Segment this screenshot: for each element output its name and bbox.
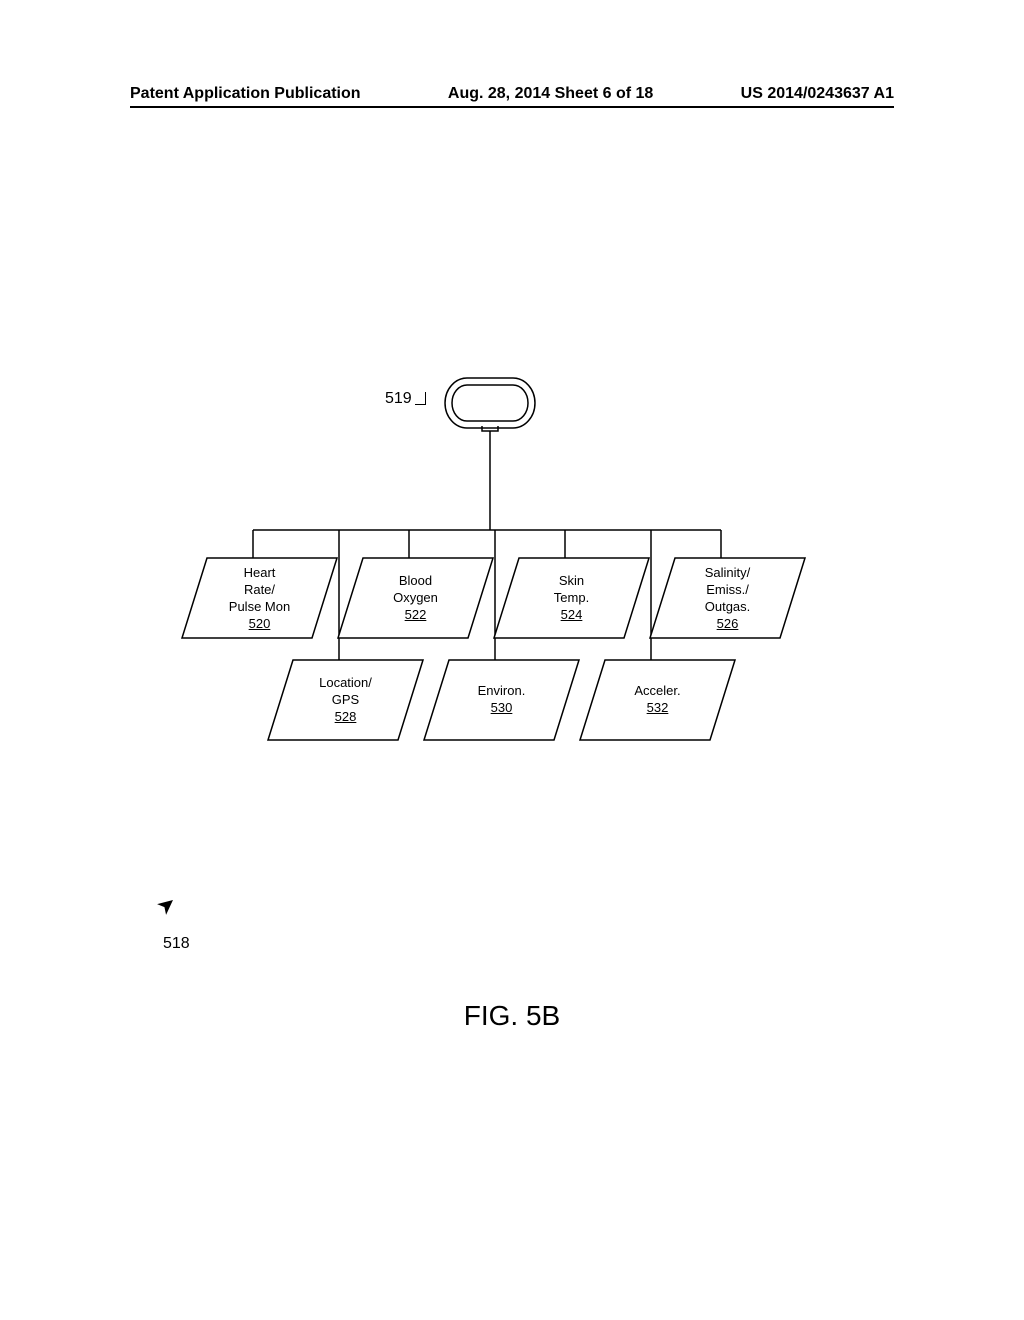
node-ref: 526 xyxy=(663,616,793,633)
node-text-line: Heart xyxy=(195,565,325,582)
sensor-node: SkinTemp.524 xyxy=(507,565,637,624)
sensor-node: Acceler.532 xyxy=(593,667,723,717)
figure-caption: FIG. 5B xyxy=(0,1000,1024,1032)
device-ref-label: 519 xyxy=(385,390,412,408)
node-ref: 530 xyxy=(437,700,567,717)
node-text-line: Outgas. xyxy=(663,599,793,616)
node-ref: 522 xyxy=(351,607,481,624)
node-text-line: Salinity/ xyxy=(663,565,793,582)
node-text-line: Skin xyxy=(507,573,637,590)
node-text-line: Emiss./ xyxy=(663,582,793,599)
node-text-line: Location/ xyxy=(281,675,411,692)
figure-ref-label: 518 xyxy=(163,935,190,953)
sensor-node: BloodOxygen522 xyxy=(351,565,481,624)
sensor-node: Salinity/Emiss./Outgas.526 xyxy=(663,565,793,633)
node-text-line: Acceler. xyxy=(593,683,723,700)
node-ref: 532 xyxy=(593,700,723,717)
node-text-line: Blood xyxy=(351,573,481,590)
node-ref: 528 xyxy=(281,709,411,726)
node-text-line: Rate/ xyxy=(195,582,325,599)
sensor-node: Environ.530 xyxy=(437,667,567,717)
sensor-node: HeartRate/Pulse Mon520 xyxy=(195,565,325,633)
diagram-svg xyxy=(0,0,1024,1320)
sensor-node: Location/GPS528 xyxy=(281,667,411,726)
node-ref: 524 xyxy=(507,607,637,624)
node-text-line: Oxygen xyxy=(351,590,481,607)
node-text-line: GPS xyxy=(281,692,411,709)
node-text-line: Temp. xyxy=(507,590,637,607)
node-ref: 520 xyxy=(195,616,325,633)
node-text-line: Environ. xyxy=(437,683,567,700)
node-text-line: Pulse Mon xyxy=(195,599,325,616)
